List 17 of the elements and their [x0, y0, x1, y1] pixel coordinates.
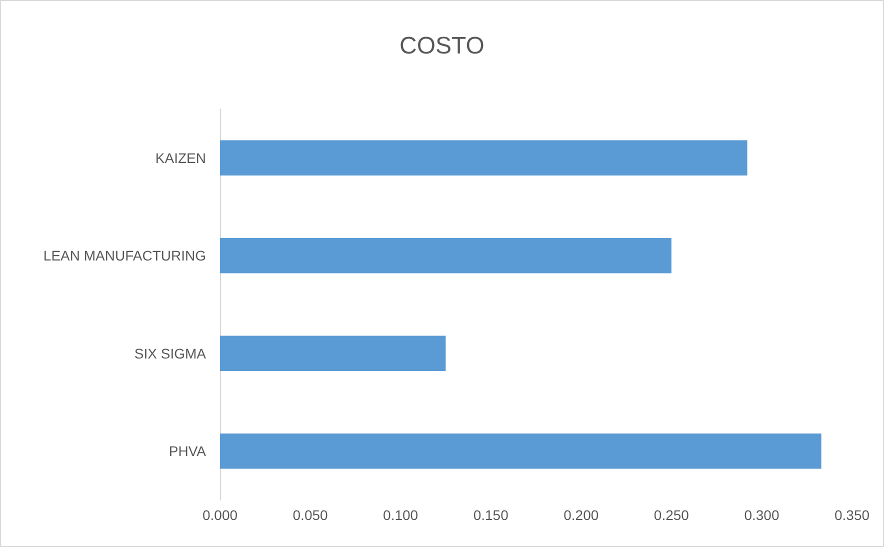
x-tick-label: 0.200: [564, 507, 599, 523]
x-tick-label: 0.100: [383, 507, 418, 523]
y-tick-label: LEAN MANUFACTURING: [43, 248, 206, 264]
x-tick-label: 0.300: [744, 507, 780, 523]
bar: [220, 434, 822, 469]
y-tick-label: PHVA: [168, 443, 207, 460]
x-tick-label: 0.250: [654, 507, 690, 523]
y-tick-label: SIX SIGMA: [134, 345, 207, 362]
bar: [220, 238, 672, 274]
x-tick-label: 0.150: [473, 507, 509, 523]
y-tick-label: KAIZEN: [155, 150, 206, 166]
bar: [220, 336, 446, 371]
x-tick-label: 0.000: [202, 507, 238, 523]
x-tick-label: 0.050: [292, 507, 328, 523]
bar: [220, 140, 748, 176]
x-tick-label: 0.350: [834, 507, 870, 523]
chart-title: COSTO: [400, 32, 484, 60]
